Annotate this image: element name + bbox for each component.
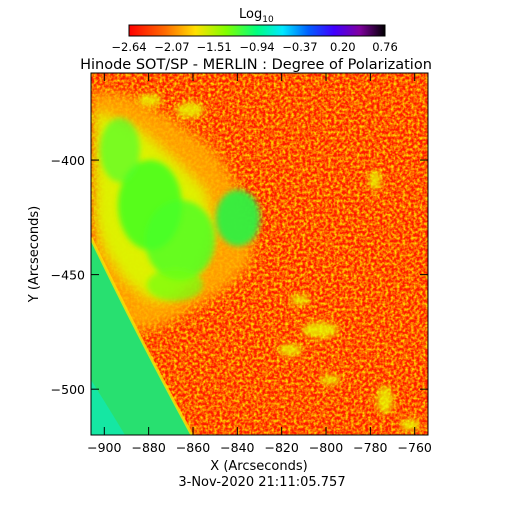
x-tick-label: −900 [87, 440, 121, 455]
x-tick-label: −880 [131, 440, 165, 455]
colorbar-label-sub: 10 [262, 15, 274, 25]
off-limb-cyan [91, 380, 125, 435]
colorbar [129, 25, 385, 36]
x-tick-label: −860 [176, 440, 210, 455]
y-tick-label: −450 [51, 268, 85, 283]
colorbar-tick-label: 0.20 [330, 40, 356, 54]
colorbar-label-main: Log [239, 7, 262, 22]
x-axis: −900 −880 −860 −840 −820 −800 −780 −760 [87, 73, 432, 455]
x-tick-label: −820 [264, 440, 298, 455]
colorbar-tick-label: −2.07 [154, 40, 189, 54]
colorbar-tick-label: 0.76 [372, 40, 398, 54]
colorbar-tick-label: −0.37 [282, 40, 317, 54]
colorbar-tick-label: −1.51 [196, 40, 231, 54]
chart-title: Hinode SOT/SP - MERLIN : Degree of Polar… [80, 57, 432, 73]
colorbar-tick-label: −0.94 [239, 40, 274, 54]
umbra-green [100, 118, 260, 301]
heatmap-image [91, 73, 428, 435]
plot-frame [90, 72, 429, 436]
y-axis-label: Y (Arcseconds) [27, 206, 42, 303]
x-tick-label: −840 [220, 440, 254, 455]
y-axis: −400 −450 −500 [51, 153, 428, 397]
y-tick-label: −500 [51, 382, 85, 397]
colorbar-frame [128, 24, 386, 37]
y-tick-label: −400 [51, 153, 85, 168]
colorbar-label: Log10 [239, 7, 274, 25]
timestamp: 3-Nov-2020 21:11:05.757 [178, 475, 345, 490]
off-limb-region [91, 238, 192, 435]
x-tick-label: −760 [398, 440, 432, 455]
x-tick-label: −780 [353, 440, 387, 455]
off-limb-edge [91, 237, 194, 435]
colorbar-tick-label: −2.64 [111, 40, 146, 54]
colorbar-ticks: −2.64 −2.07 −1.51 −0.94 −0.37 0.20 0.76 [111, 40, 397, 54]
x-tick-label: −800 [309, 440, 343, 455]
scattered-plage [138, 94, 420, 431]
x-axis-label: X (Arcseconds) [210, 459, 307, 474]
